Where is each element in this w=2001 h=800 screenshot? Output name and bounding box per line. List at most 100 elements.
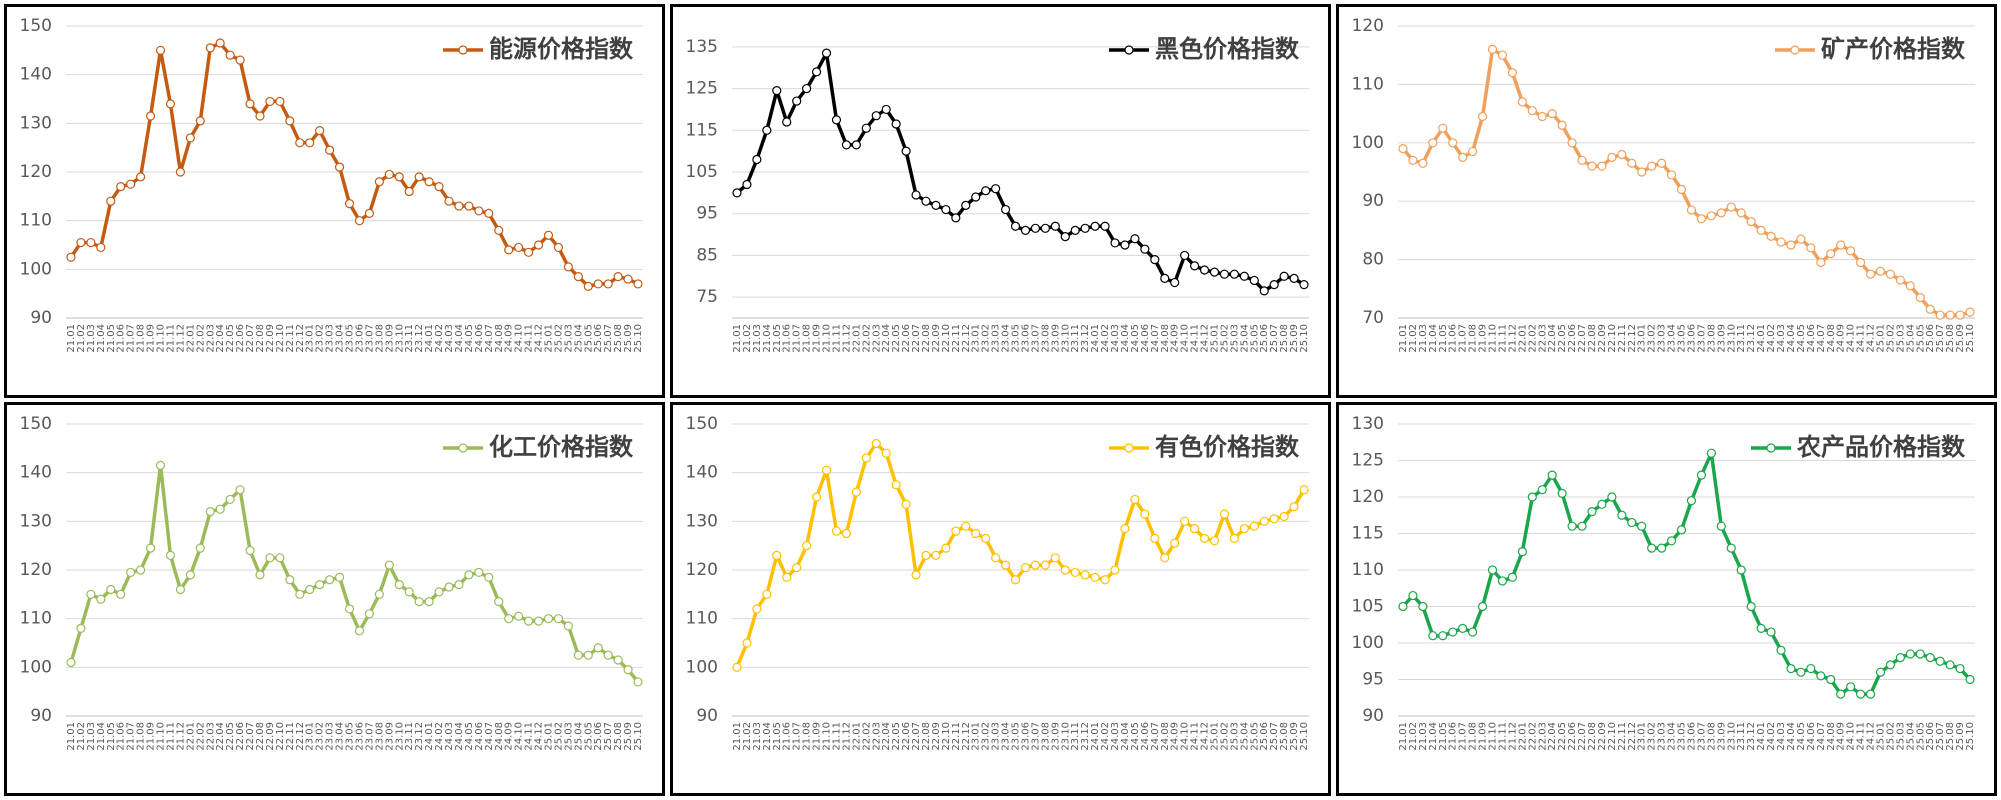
data-point xyxy=(76,623,86,633)
x-tick-label: 22.11 xyxy=(285,324,296,353)
data-point xyxy=(752,604,762,614)
data-point xyxy=(1299,485,1309,495)
x-tick-label: 25.09 xyxy=(623,722,634,751)
x-tick-label: 25.09 xyxy=(1955,324,1966,353)
data-point xyxy=(1816,257,1826,268)
x-tick-label: 23.08 xyxy=(1706,722,1717,751)
x-tick-label: 21.07 xyxy=(792,324,803,353)
data-point xyxy=(374,589,384,599)
data-point xyxy=(1418,601,1428,612)
x-tick-label: 21.09 xyxy=(812,722,823,751)
x-tick-label: 24.07 xyxy=(1150,324,1161,353)
data-point xyxy=(1000,560,1011,570)
data-point xyxy=(145,543,156,553)
x-tick-label: 22.11 xyxy=(951,324,962,353)
data-point xyxy=(484,208,494,218)
x-tick-label: 24.01 xyxy=(1756,324,1767,353)
x-tick-label: 21.02 xyxy=(76,324,87,353)
data-point xyxy=(1418,158,1428,168)
y-tick-label: 125 xyxy=(1352,451,1384,471)
data-point xyxy=(633,279,643,289)
y-tick-label: 130 xyxy=(1352,414,1384,434)
x-tick-label: 25.05 xyxy=(1915,324,1926,353)
x-tick-label: 21.03 xyxy=(752,324,763,353)
data-point xyxy=(1120,524,1130,534)
data-point xyxy=(533,240,544,250)
data-point xyxy=(1965,674,1975,685)
x-tick-label: 23.02 xyxy=(315,324,326,353)
x-tick-label: 23.09 xyxy=(1716,722,1727,751)
x-tick-label: 23.11 xyxy=(1736,722,1747,751)
data-point xyxy=(255,570,265,580)
data-point xyxy=(1090,221,1100,231)
data-point xyxy=(1816,671,1826,681)
data-point xyxy=(762,589,772,599)
data-point xyxy=(1945,310,1955,320)
y-tick-label: 100 xyxy=(686,657,718,677)
x-tick-label: 23.11 xyxy=(404,324,415,353)
data-point xyxy=(116,182,126,192)
x-tick-label: 23.03 xyxy=(991,722,1002,751)
x-tick-label: 25.02 xyxy=(1885,722,1896,751)
data-point xyxy=(1249,521,1259,531)
data-point xyxy=(504,245,514,255)
x-tick-label: 23.08 xyxy=(1706,324,1717,353)
x-tick-label: 25.10 xyxy=(1299,722,1310,751)
x-tick-label: 21.07 xyxy=(126,722,137,751)
data-point xyxy=(1726,202,1736,212)
data-point xyxy=(1130,234,1140,244)
data-point xyxy=(1786,663,1796,674)
data-point xyxy=(185,570,195,580)
x-tick-label: 22.04 xyxy=(215,324,226,353)
data-point xyxy=(1607,152,1617,162)
y-tick-label: 130 xyxy=(686,511,718,531)
data-point xyxy=(175,584,186,595)
data-point xyxy=(583,281,593,291)
x-tick-label: 21.03 xyxy=(752,722,763,751)
data-point xyxy=(1487,565,1498,575)
data-point xyxy=(86,589,96,599)
data-point xyxy=(215,38,225,48)
data-point xyxy=(434,182,444,192)
data-point xyxy=(1696,470,1707,480)
x-tick-label: 25.05 xyxy=(1915,722,1926,751)
x-tick-label: 23.11 xyxy=(1070,324,1081,353)
data-point xyxy=(1100,221,1110,231)
x-tick-label: 23.07 xyxy=(1696,324,1707,353)
x-tick-label: 22.09 xyxy=(265,324,276,353)
x-tick-label: 24.10 xyxy=(1180,722,1191,751)
data-point xyxy=(563,621,573,631)
legend-marker xyxy=(1766,443,1776,453)
x-tick-label: 25.10 xyxy=(1965,324,1976,353)
x-tick-label: 25.03 xyxy=(1895,324,1906,353)
x-tick-label: 22.11 xyxy=(285,722,296,751)
x-tick-label: 23.01 xyxy=(971,722,982,751)
x-tick-label: 23.04 xyxy=(1001,324,1012,353)
x-tick-label: 24.08 xyxy=(1160,324,1171,353)
data-point xyxy=(1239,524,1249,534)
data-point xyxy=(1776,645,1786,655)
data-point xyxy=(1567,521,1577,531)
x-tick-label: 21.02 xyxy=(76,722,87,751)
x-tick-label: 23.12 xyxy=(414,722,425,751)
data-point xyxy=(1408,590,1418,601)
data-point xyxy=(772,86,782,96)
x-tick-label: 23.11 xyxy=(1736,324,1747,353)
data-point xyxy=(613,272,623,282)
x-tick-label: 22.08 xyxy=(921,722,932,751)
x-tick-label: 24.09 xyxy=(1836,324,1847,353)
y-tick-label: 110 xyxy=(1352,74,1384,94)
data-point xyxy=(861,453,871,463)
data-point xyxy=(1408,155,1418,165)
data-point xyxy=(1915,292,1925,303)
data-point xyxy=(1925,304,1935,314)
data-point xyxy=(1895,275,1905,285)
data-point xyxy=(1259,286,1269,296)
data-point xyxy=(1766,231,1776,241)
data-point xyxy=(1836,240,1846,250)
x-tick-label: 24.12 xyxy=(534,324,545,353)
data-point xyxy=(464,570,474,580)
data-point xyxy=(573,650,583,660)
x-tick-label: 25.10 xyxy=(1299,324,1310,353)
data-point xyxy=(1537,485,1547,495)
